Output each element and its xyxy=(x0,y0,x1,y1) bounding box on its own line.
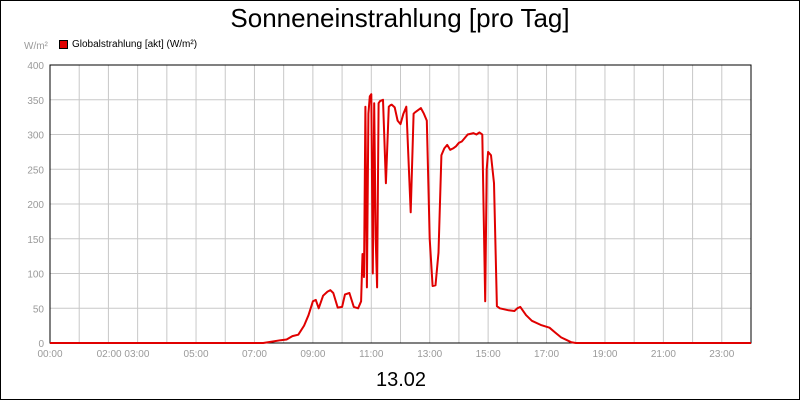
x-tick-label: 23:00 xyxy=(709,349,734,360)
y-tick-label: 250 xyxy=(27,165,44,176)
y-tick-label: 300 xyxy=(27,131,44,142)
y-tick-label: 350 xyxy=(27,96,44,107)
x-tick-label: 05:00 xyxy=(184,349,209,360)
series-line xyxy=(50,93,751,344)
date-label: 13.02 xyxy=(375,369,427,391)
x-tick-label: 19:00 xyxy=(592,349,617,360)
legend-label: Globalstrahlung [akt] (W/m²) xyxy=(72,39,198,50)
x-tick-label: 00:00 xyxy=(37,349,62,360)
y-tick-label: 400 xyxy=(27,61,44,72)
y-tick-label: 200 xyxy=(27,200,44,211)
x-tick-label: 07:00 xyxy=(242,349,267,360)
x-tick-label: 17:00 xyxy=(534,349,559,360)
x-tick-label: 21:00 xyxy=(651,349,676,360)
legend: Globalstrahlung [akt] (W/m²) xyxy=(59,39,197,50)
plot-border xyxy=(49,64,752,344)
y-tick-label: 0 xyxy=(38,339,44,350)
x-tick-label: 09:00 xyxy=(300,349,325,360)
legend-swatch xyxy=(59,40,68,49)
x-tick-label: 11:00 xyxy=(359,349,384,360)
x-tick-label: 13:00 xyxy=(417,349,442,360)
y-tick-label: 100 xyxy=(27,270,44,281)
chart-title: Sonneneinstrahlung [pro Tag] xyxy=(230,3,570,33)
y-tick-label: 150 xyxy=(27,235,44,246)
y-tick-label: 50 xyxy=(33,304,45,315)
x-tick-label: 02:00 03:00 xyxy=(97,349,150,360)
x-tick-label: 15:00 xyxy=(476,349,501,360)
y-axis-unit-label: W/m² xyxy=(24,41,48,52)
